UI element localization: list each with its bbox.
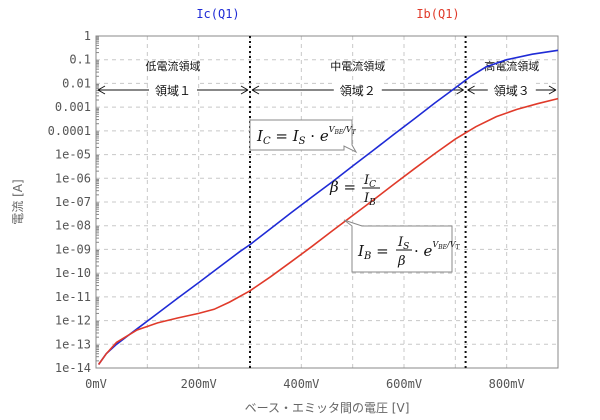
svg-text:IB =: IB = xyxy=(357,242,389,262)
x-axis-label: ベース・エミッタ間の電圧 [V] xyxy=(245,401,410,415)
y-tick-label: 1e-09 xyxy=(55,242,91,256)
beta-equation: β = IC IB xyxy=(329,173,380,208)
x-tick-label: 400mV xyxy=(283,377,319,391)
x-tick-label: 200mV xyxy=(181,377,217,391)
x-tick-label: 600mV xyxy=(386,377,422,391)
ib-equation-callout: IB = IS β · eVBE/VT xyxy=(343,219,461,273)
region-label: 領域３ xyxy=(494,83,530,98)
y-tick-label: 1e-05 xyxy=(55,148,91,162)
region-title: 低電流領域 xyxy=(146,59,201,73)
ic-equation-callout: IC = IS · eVBE/VT xyxy=(249,119,358,154)
grid xyxy=(96,35,558,369)
y-tick-labels: 1 0.1 0.01 0.001 0.0001 1e-05 1e-06 1e-07 1e-08 1… xyxy=(48,29,99,375)
series-label-ib: Ib(Q1) xyxy=(416,7,459,21)
y-tick-label: 1e-10 xyxy=(55,266,91,280)
y-tick-label: 0.001 xyxy=(55,100,91,114)
region-title: 中電流領域 xyxy=(330,59,385,73)
region-label-bg xyxy=(149,82,197,98)
region-label-bg xyxy=(333,82,382,98)
y-tick-label: 0.1 xyxy=(69,53,91,67)
region-title: 高電流領域 xyxy=(484,59,539,73)
svg-text:β =: β = xyxy=(329,178,356,196)
region-arrowhead-left xyxy=(467,85,475,95)
y-tick-label: 1e-13 xyxy=(55,337,91,351)
region-arrowhead-left xyxy=(251,85,260,95)
plot-frame xyxy=(95,35,559,369)
series-lines xyxy=(97,49,559,365)
region-label: 領域１ xyxy=(155,83,191,98)
y-tick-label: 1e-07 xyxy=(55,195,91,209)
y-tick-label: 0.0001 xyxy=(48,124,91,138)
y-tick-label: 0.01 xyxy=(62,76,91,90)
y-tick-label: 1e-11 xyxy=(55,290,91,304)
y-tick-label: 1e-12 xyxy=(55,314,91,328)
series-label-ic: Ic(Q1) xyxy=(196,7,239,21)
x-tick-labels: 0mV 200mV 400mV 600mV 800mV xyxy=(85,377,525,391)
y-tick-label: 1e-08 xyxy=(55,219,91,233)
x-tick-label: 800mV xyxy=(489,377,525,391)
svg-text:β: β xyxy=(397,254,406,269)
series-line-ic xyxy=(97,49,559,365)
y-axis-label: 電流 [A] xyxy=(11,179,25,224)
y-tick-label: 1e-14 xyxy=(55,361,91,375)
svg-text:IB: IB xyxy=(363,191,376,208)
region-arrowhead-right xyxy=(240,85,249,95)
region-dividers xyxy=(249,36,467,368)
series-line-ib xyxy=(97,97,559,365)
svg-text:IC: IC xyxy=(363,173,376,190)
region-label-bg xyxy=(487,82,536,98)
region-arrowhead-right xyxy=(548,85,557,95)
y-tick-label: 1e-06 xyxy=(55,171,91,185)
region-arrowhead-left xyxy=(97,85,106,95)
region-label: 領域２ xyxy=(340,83,376,98)
y-tick-label: 1 xyxy=(84,29,91,43)
x-tick-label: 0mV xyxy=(85,377,107,391)
